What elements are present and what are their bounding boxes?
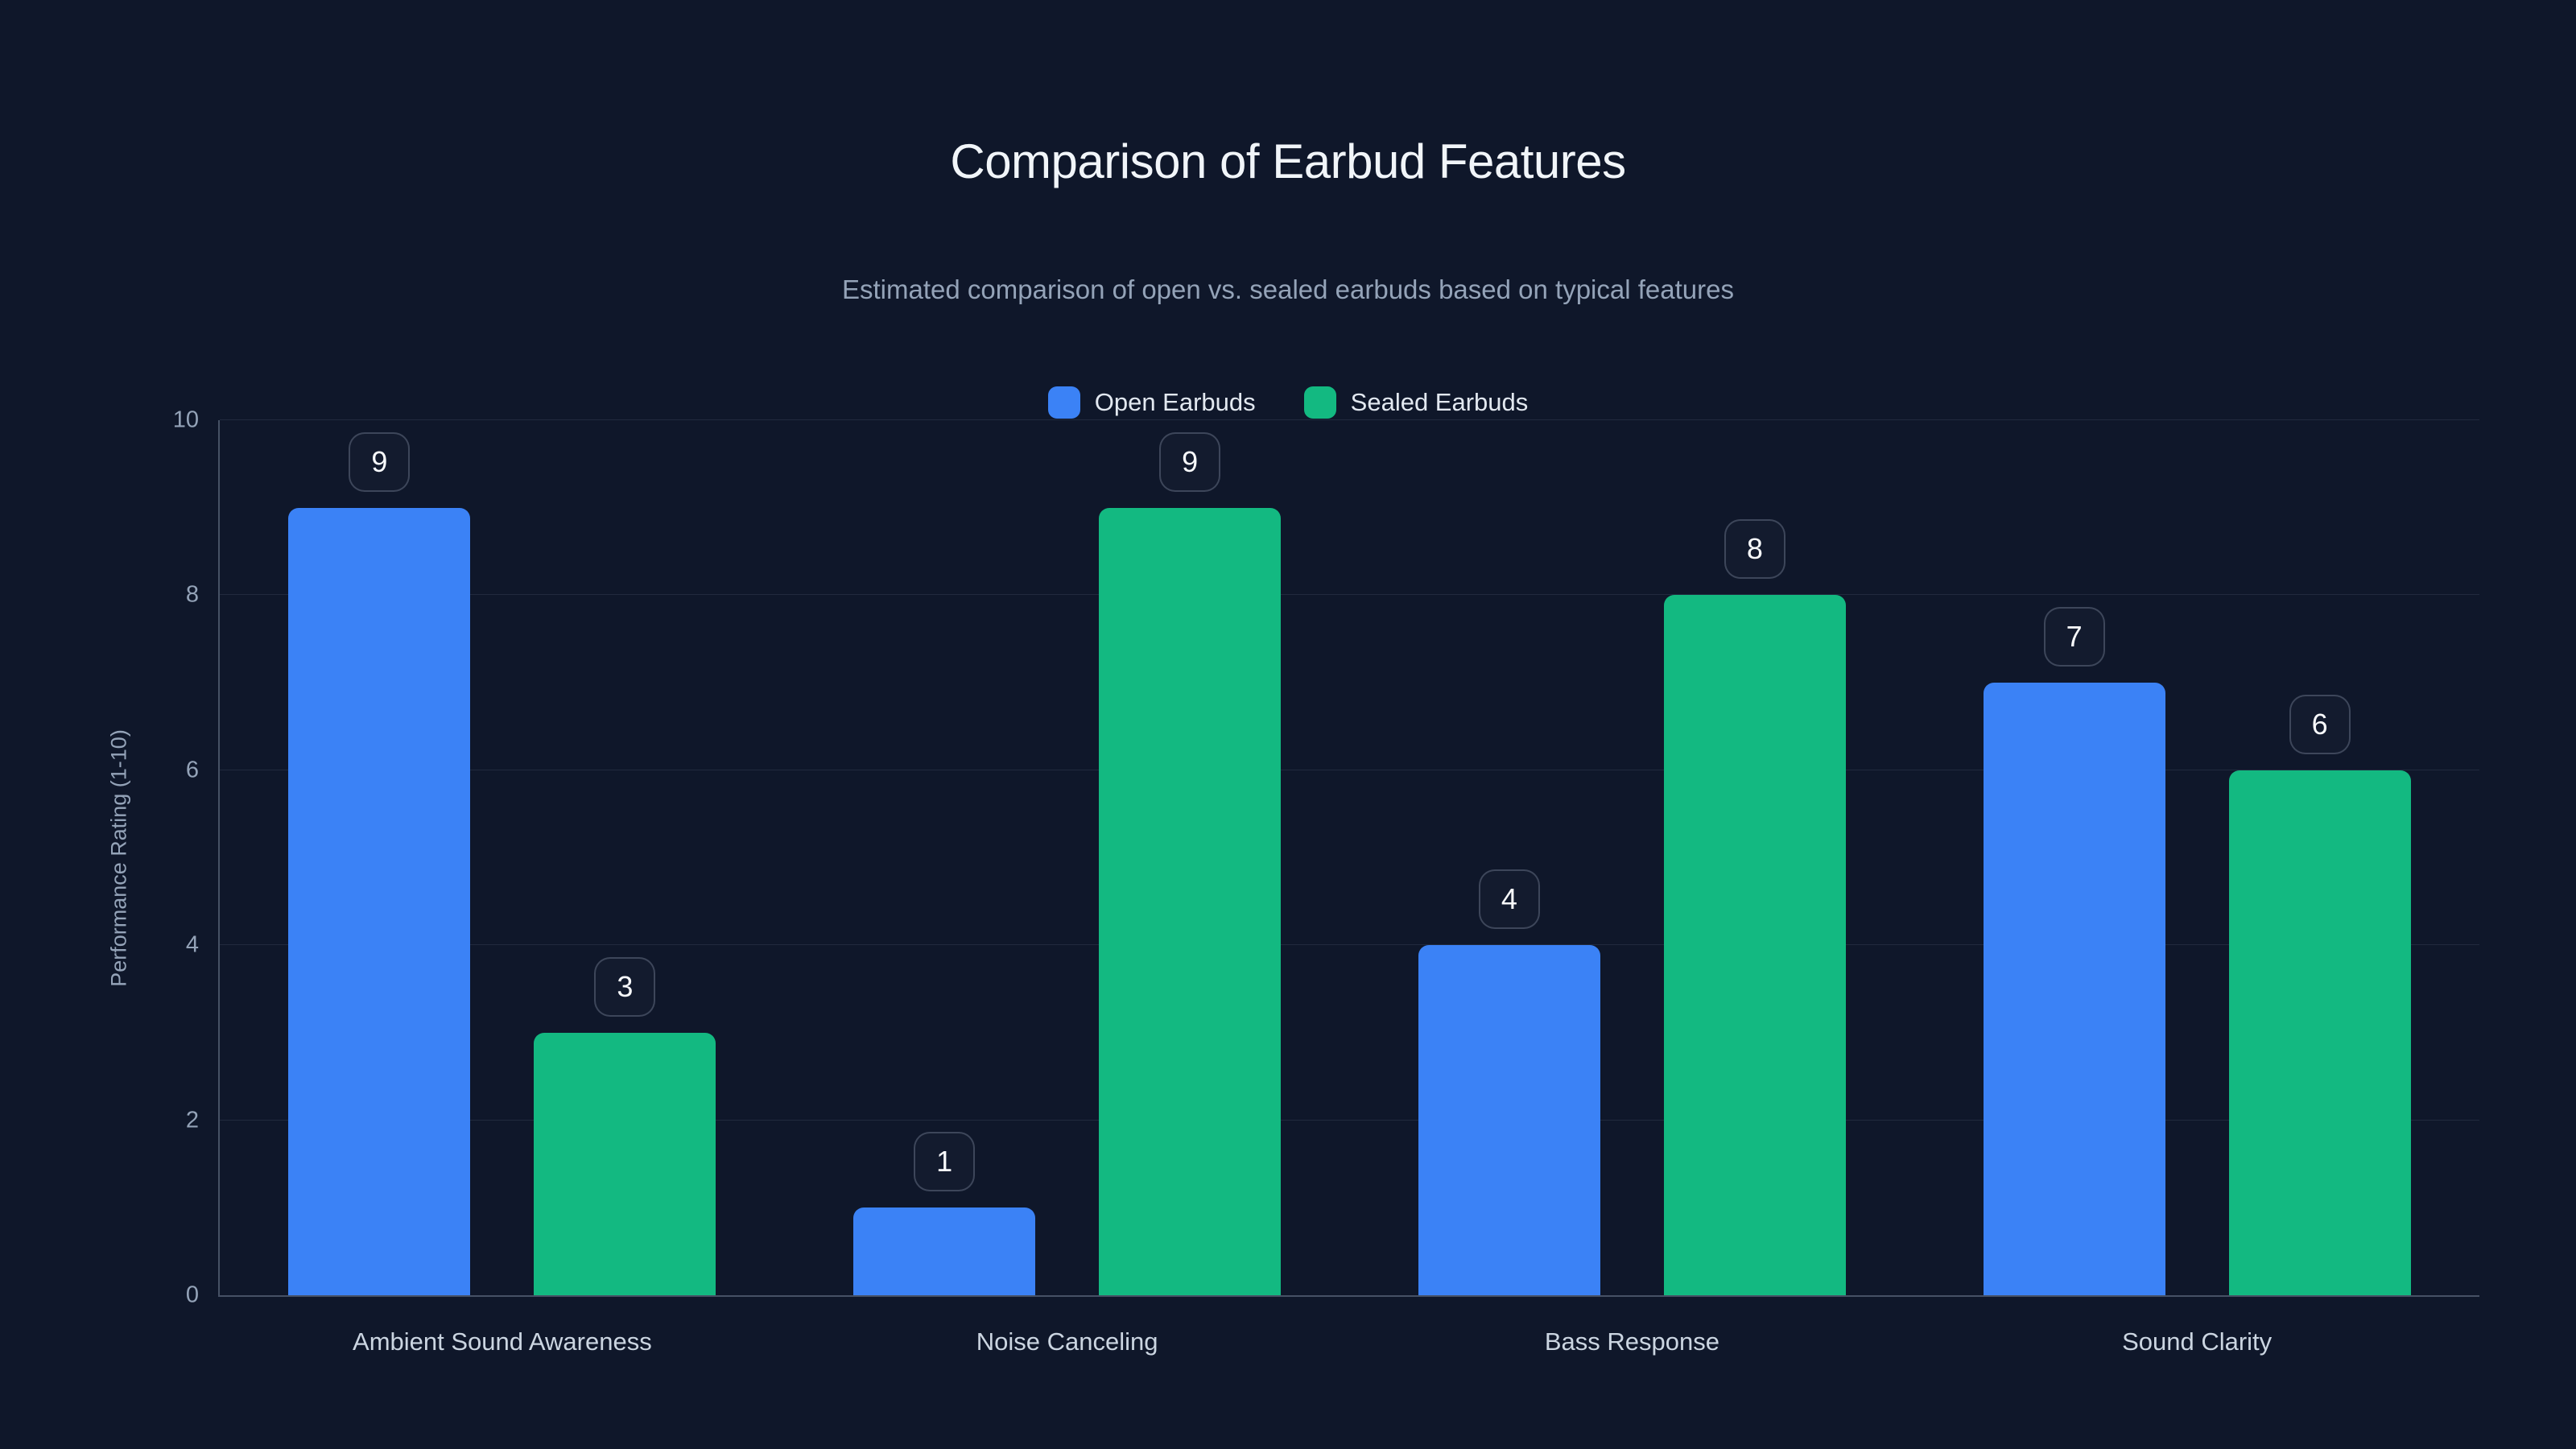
page-title: Comparison of Earbud Features [950,134,1626,189]
y-tick-label-8: 8 [185,581,199,608]
x-axis-label-ambient-sound-awareness: Ambient Sound Awareness [353,1327,652,1356]
gridline-2 [220,1119,2479,1121]
gridline-10 [220,419,2479,420]
legend-swatch-open-earbuds [1047,386,1080,419]
legend-item-open-earbuds[interactable]: Open Earbuds [1047,386,1256,419]
value-label-chip: 6 [2289,694,2351,754]
value-label-chip: 4 [1478,869,1540,930]
value-label-chip: 9 [349,431,411,492]
bar-open-earbuds-sound-clarity[interactable]: 7 [1983,607,2165,1295]
y-tick-label-2: 2 [185,1107,199,1133]
bar-open-earbuds-ambient-sound-awareness[interactable]: 9 [288,431,471,1295]
legend-swatch-sealed-earbuds [1303,386,1336,419]
bar-sealed-earbuds-ambient-sound-awareness[interactable]: 3 [534,956,716,1295]
bar-open-earbuds-bass-response[interactable]: 4 [1418,869,1600,1295]
bar-sealed-earbuds-sound-clarity[interactable]: 6 [2228,694,2411,1295]
value-label-chip: 7 [2043,607,2105,667]
y-tick-label-4: 4 [185,931,199,958]
gridline-8 [220,594,2479,596]
legend-label: Sealed Earbuds [1350,388,1529,416]
value-label-chip: 3 [594,956,656,1017]
page-subtitle: Estimated comparison of open vs. sealed … [842,275,1734,304]
value-label-chip: 1 [914,1132,976,1192]
legend-label: Open Earbuds [1094,388,1256,416]
y-tick-label-0: 0 [185,1282,199,1308]
bar-sealed-earbuds-noise-canceling[interactable]: 9 [1099,431,1282,1295]
x-axis-label-sound-clarity: Sound Clarity [2122,1327,2273,1356]
x-axis-labels: Ambient Sound Awareness Noise Canceling Ba… [220,1327,2479,1356]
value-label-chip: 8 [1724,519,1785,580]
x-axis-label-noise-canceling: Noise Canceling [976,1327,1158,1356]
bar-open-earbuds-noise-canceling[interactable]: 1 [853,1132,1036,1295]
x-axis-label-bass-response: Bass Response [1544,1327,1719,1356]
legend: Open Earbuds Sealed Earbuds [0,386,2576,419]
y-tick-label-6: 6 [185,757,199,783]
y-axis-title: Performance Rating (1-10) [106,729,131,987]
bar-sealed-earbuds-bass-response[interactable]: 8 [1663,519,1846,1295]
legend-item-sealed-earbuds[interactable]: Sealed Earbuds [1303,386,1529,419]
gridline-4 [220,944,2479,946]
y-tick-label-10: 10 [172,407,199,433]
value-label-chip: 9 [1159,431,1221,492]
